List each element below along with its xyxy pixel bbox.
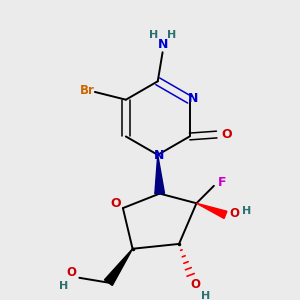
Text: O: O: [221, 128, 232, 141]
Text: O: O: [111, 197, 122, 210]
Text: Br: Br: [80, 85, 94, 98]
Text: N: N: [154, 149, 164, 162]
Text: O: O: [67, 266, 76, 280]
Text: H: H: [149, 30, 158, 40]
Text: H: H: [200, 291, 210, 300]
Text: H: H: [242, 206, 251, 216]
Polygon shape: [196, 203, 227, 218]
Text: O: O: [229, 207, 239, 220]
Text: F: F: [218, 176, 226, 189]
Polygon shape: [155, 155, 164, 194]
Text: N: N: [188, 92, 199, 105]
Text: H: H: [59, 280, 68, 290]
Text: N: N: [158, 38, 168, 51]
Text: O: O: [190, 278, 200, 291]
Polygon shape: [104, 249, 133, 285]
Text: H: H: [167, 30, 176, 40]
